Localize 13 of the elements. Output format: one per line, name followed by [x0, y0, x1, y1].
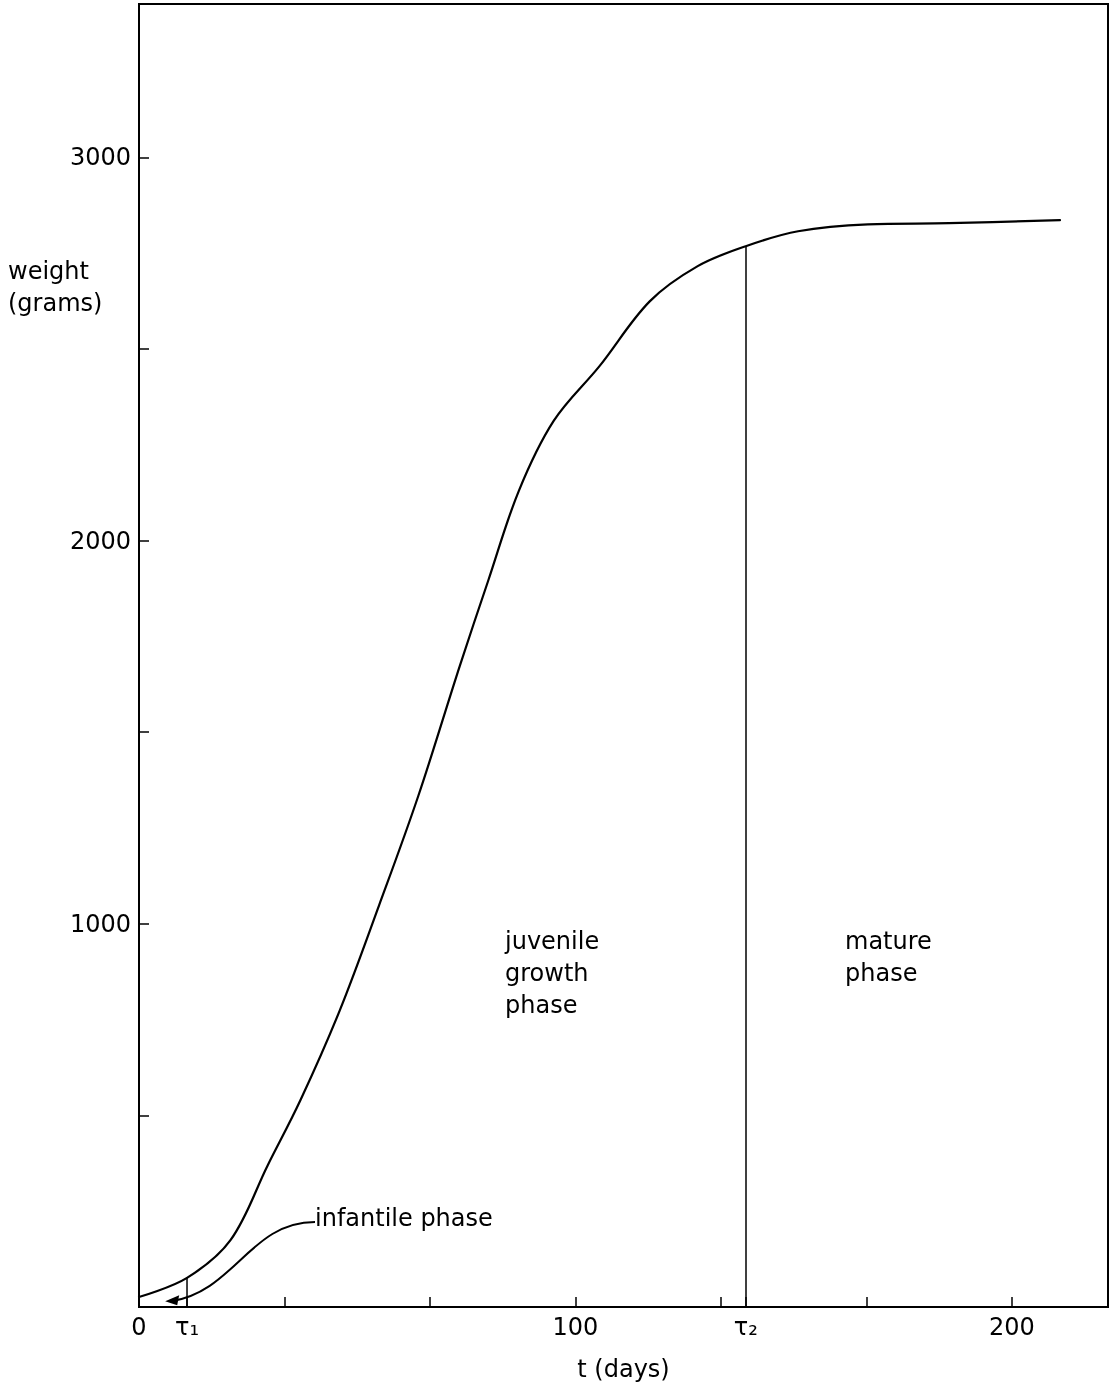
x-tick-label: 100	[552, 1313, 599, 1341]
x-axis-title: t (days)	[577, 1355, 670, 1383]
y-tick-label: 1000	[69, 909, 131, 938]
annotation: mature phase	[845, 927, 940, 987]
y-tick-label: 2000	[69, 526, 131, 555]
x-tick-label: τ₂	[733, 1313, 758, 1341]
y-tick-label: 3000	[69, 143, 131, 172]
annotation: infantile phase	[315, 1204, 493, 1232]
annotation: juvenile growth phase	[504, 927, 607, 1019]
x-tick-label: 200	[989, 1313, 1035, 1341]
x-tick-label: τ₁	[174, 1313, 200, 1341]
x-tick-label: 0	[131, 1313, 147, 1341]
y-axis-title: weight (grams)	[8, 257, 103, 317]
